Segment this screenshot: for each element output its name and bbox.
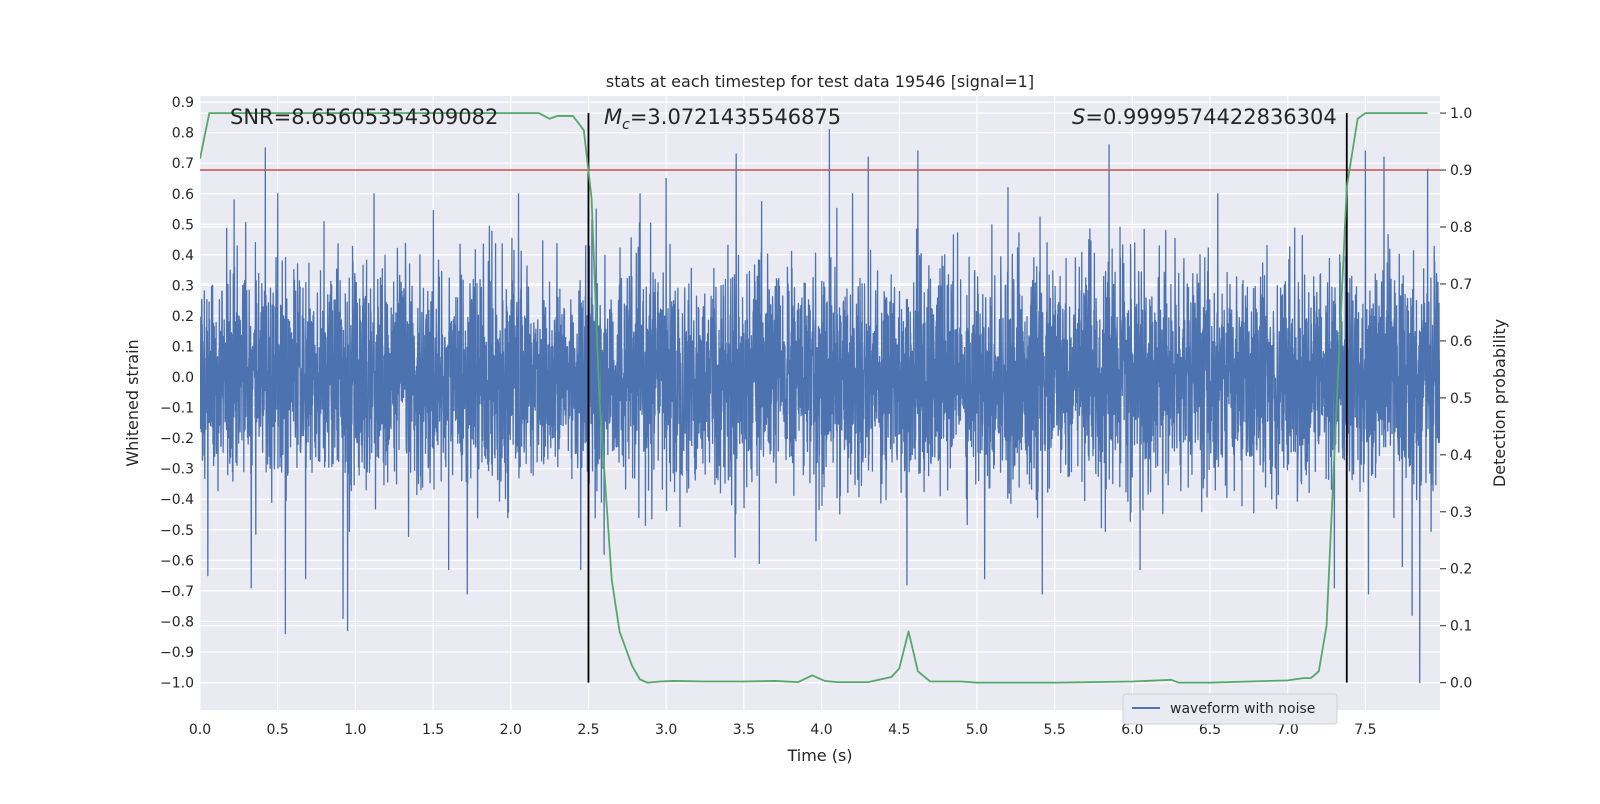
y-tick-label: −0.9: [160, 645, 194, 661]
y2-tick-label: 0.1: [1450, 619, 1472, 635]
y-tick-label: −0.2: [160, 431, 194, 447]
legend: waveform with noise: [1122, 693, 1338, 725]
y-tick-label: 0.0: [172, 370, 194, 386]
y2-tick-label: 0.3: [1450, 505, 1472, 521]
x-tick-label: 1.5: [422, 722, 444, 738]
y2-axis-label: Detection probability: [1490, 319, 1509, 487]
score-value: =0.9999574422836304: [1085, 105, 1336, 129]
y-tick-label: 0.3: [172, 278, 194, 294]
x-tick-label: 7.0: [1277, 722, 1299, 738]
legend-box: [1122, 693, 1338, 725]
y-tick-label: 0.9: [172, 95, 194, 111]
x-tick-label: 3.5: [733, 722, 755, 738]
y2-tick-label: 0.7: [1450, 277, 1472, 293]
x-tick-label: 2.5: [577, 722, 599, 738]
y2-tick-label: 0.4: [1450, 448, 1472, 464]
chirp-mass-symbol: M: [604, 105, 622, 129]
chart-title: stats at each timestep for test data 195…: [606, 72, 1034, 91]
y2-tick-label: 0.6: [1450, 334, 1472, 350]
x-tick-label: 3.0: [655, 722, 677, 738]
snr-annotation: SNR=8.65605354309082: [230, 105, 498, 129]
y-tick-label: −0.5: [160, 523, 194, 539]
x-tick-label: 4.5: [888, 722, 910, 738]
chirp-mass-subscript: c: [622, 117, 630, 133]
y2-tick-label: 1.0: [1450, 106, 1472, 122]
y-tick-label: −0.7: [160, 584, 194, 600]
y-tick-label: 0.5: [172, 217, 194, 233]
score-annotation: S=0.9999574422836304: [1072, 105, 1337, 129]
score-symbol: S: [1072, 105, 1085, 129]
x-tick-label: 5.5: [1044, 722, 1066, 738]
probability-series: [200, 112, 1428, 684]
y-tick-label: 0.4: [172, 248, 194, 264]
y-tick-label: −0.4: [160, 492, 194, 508]
legend-label: waveform with noise: [1170, 701, 1315, 717]
y-axis-label: Whitened strain: [123, 339, 142, 466]
x-tick-label: 5.0: [966, 722, 988, 738]
x-tick-label: 2.0: [500, 722, 522, 738]
y-tick-label: 0.6: [172, 187, 194, 203]
y2-tick-label: 0.5: [1450, 391, 1472, 407]
x-tick-label: 0.0: [189, 722, 211, 738]
y-tick-label: 0.1: [172, 339, 194, 355]
y-tick-label: 0.2: [172, 309, 194, 325]
x-tick-label: 6.0: [1121, 722, 1143, 738]
y2-tick-label: 0.0: [1450, 676, 1472, 692]
x-tick-label: 4.0: [810, 722, 832, 738]
waveform-series: [200, 128, 1440, 684]
probability-line: [200, 112, 1428, 684]
x-tick-label: 0.5: [267, 722, 289, 738]
y2-tick-label: 0.8: [1450, 220, 1472, 236]
y-tick-label: −0.8: [160, 614, 194, 630]
y-tick-label: −0.1: [160, 401, 194, 417]
y-tick-label: 0.8: [172, 126, 194, 142]
x-tick-label: 1.0: [344, 722, 366, 738]
y2-axis-ticks: 0.0 0.1 0.2 0.3 0.4 0.5 0.6 0.7 0.8 0.9 1.0: [1440, 106, 1472, 692]
waveform-line: [200, 128, 1440, 684]
chirp-mass-annotation: Mc=3.0721435546875: [604, 105, 841, 133]
y-tick-label: −0.6: [160, 553, 194, 569]
y2-tick-label: 0.2: [1450, 562, 1472, 578]
y-tick-label: 0.7: [172, 156, 194, 172]
y-tick-label: −1.0: [160, 676, 194, 692]
y-tick-label: −0.3: [160, 462, 194, 478]
x-axis-ticks: 0.0 0.5 1.0 1.5 2.0 2.5 3.0 3.5 4.0 4.5 5.0 5.5 6.0 6…: [189, 722, 1377, 738]
overlays: [200, 113, 1440, 683]
x-axis-label: Time (s): [786, 746, 852, 765]
y2-tick-label: 0.9: [1450, 163, 1472, 179]
x-tick-label: 7.5: [1354, 722, 1376, 738]
y-axis-ticks: −1.0 −0.9 −0.8 −0.7 −0.6 −0.5 −0.4 −0.3 −0.2 −0.1…: [160, 95, 194, 691]
chirp-mass-value: =3.0721435546875: [630, 105, 841, 129]
x-tick-label: 6.5: [1199, 722, 1221, 738]
